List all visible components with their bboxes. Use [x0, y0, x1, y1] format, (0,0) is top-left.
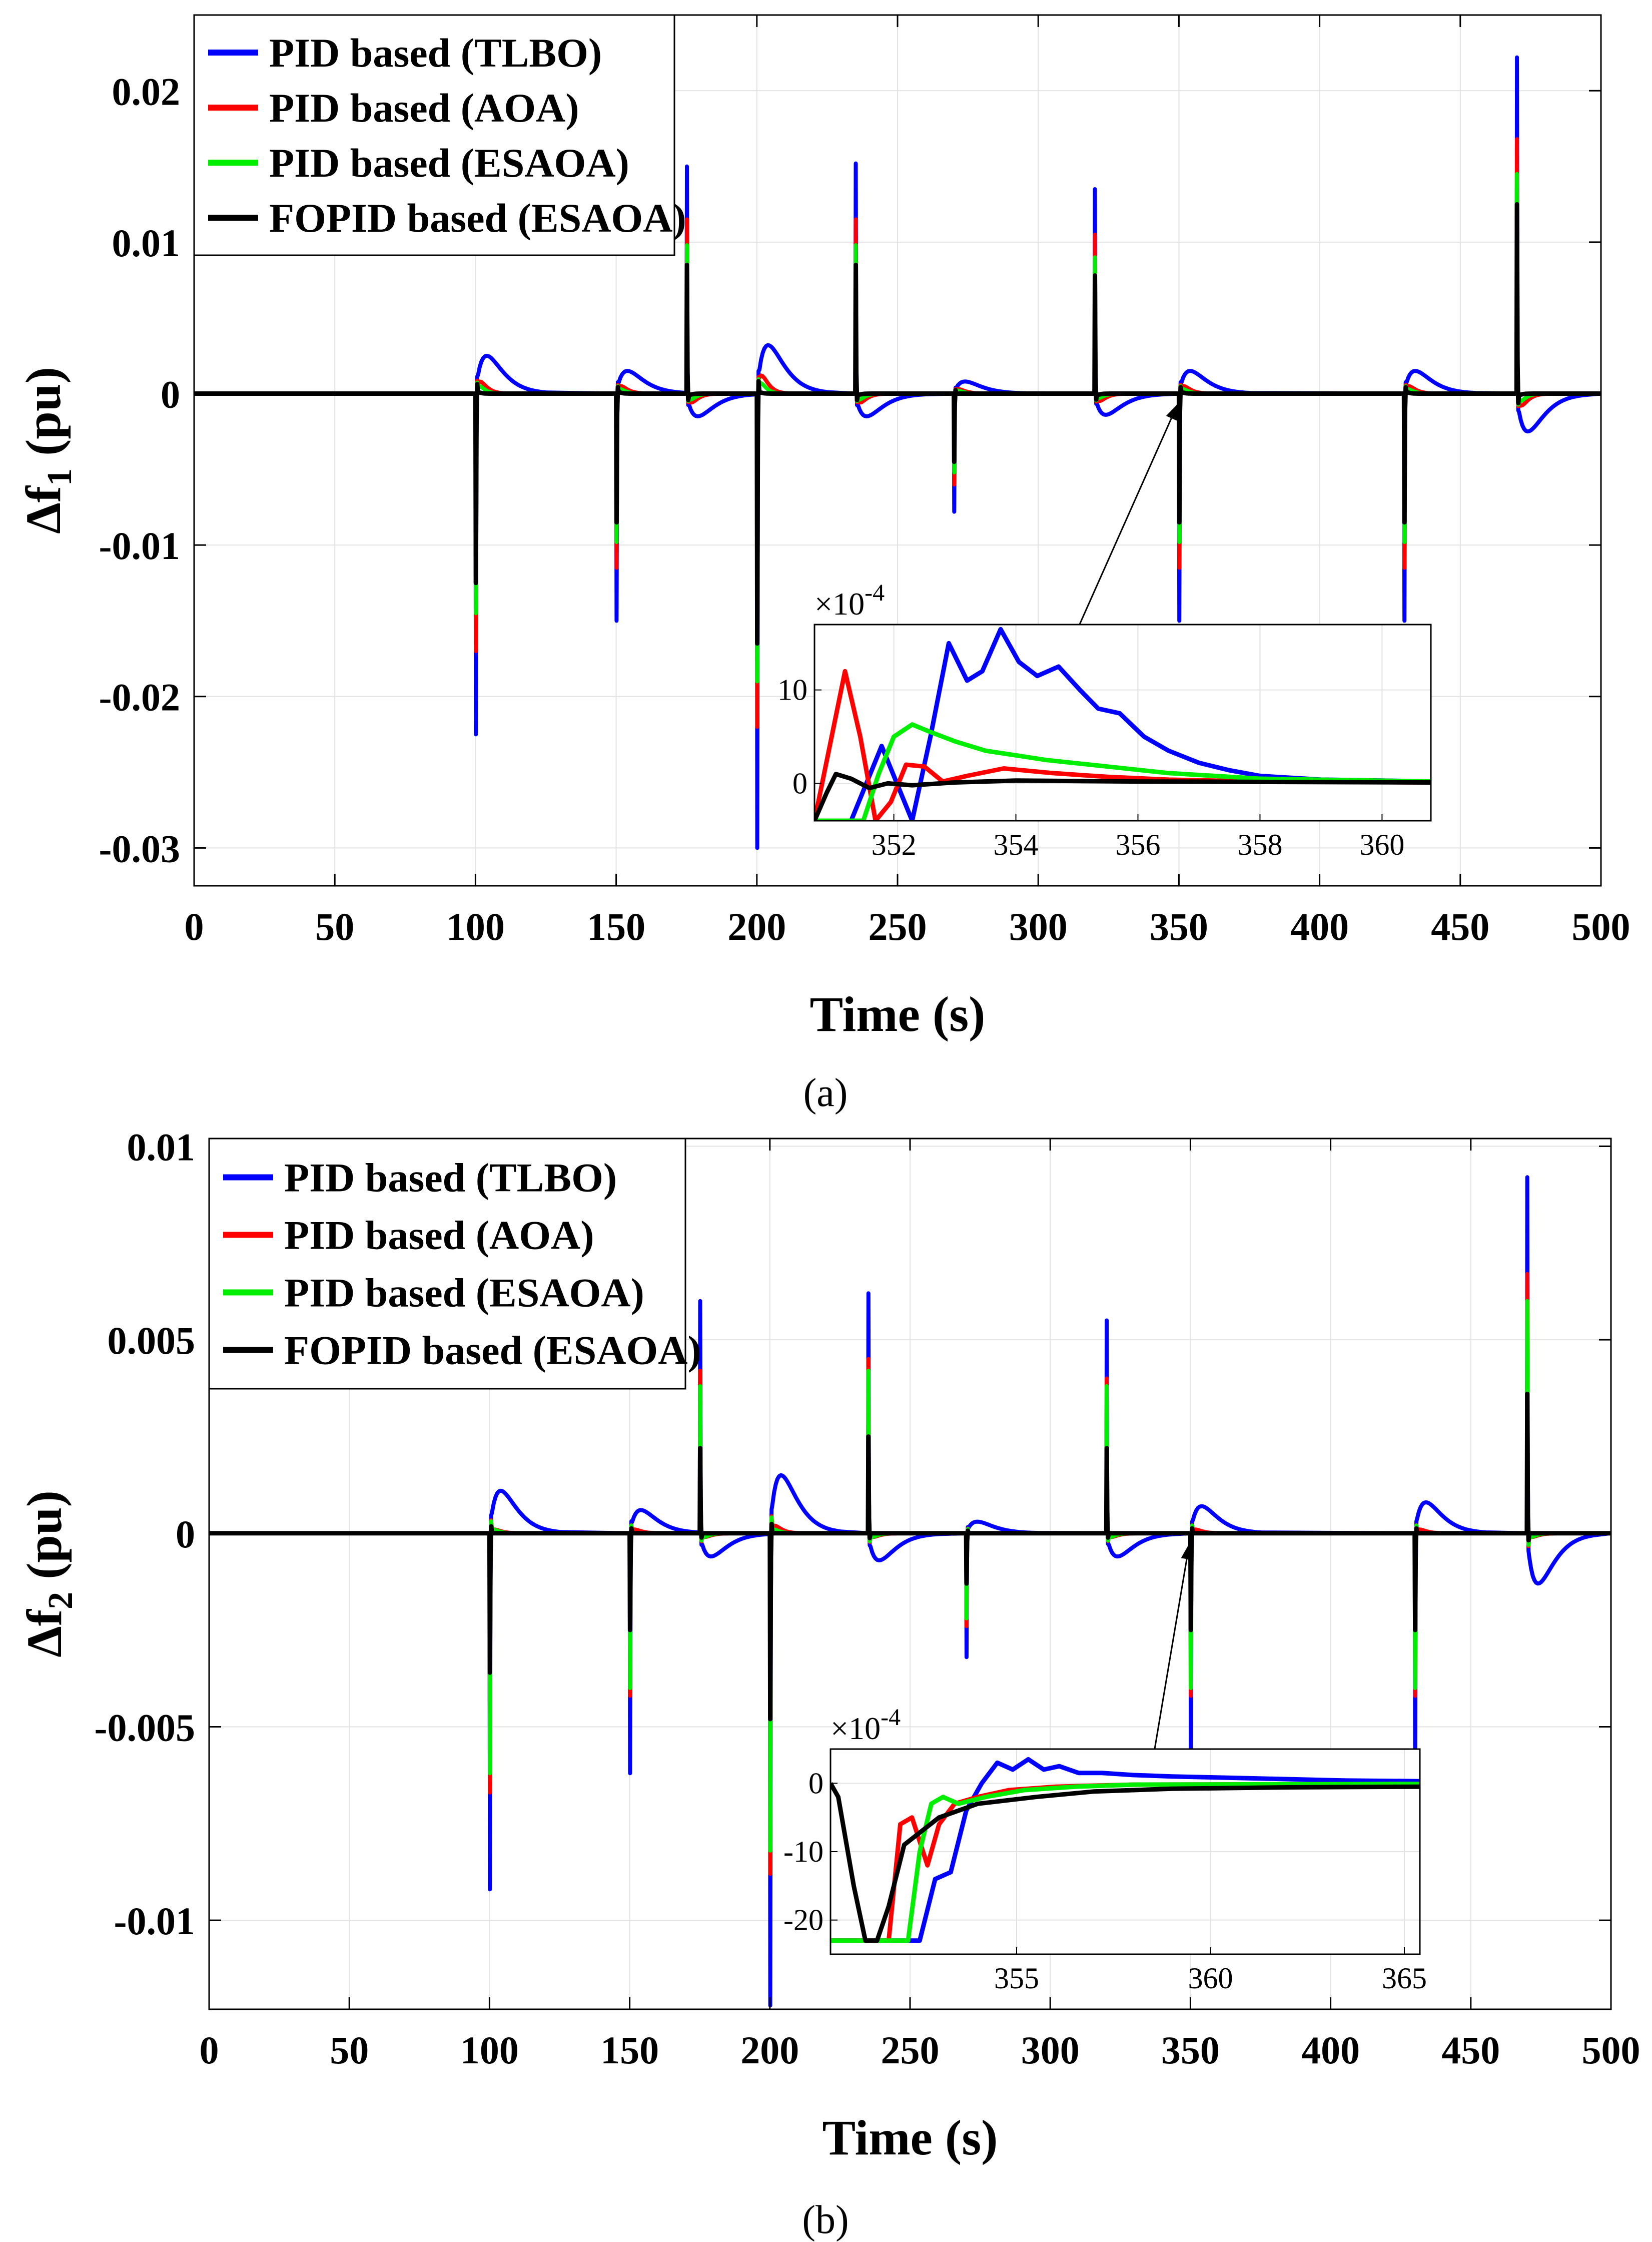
series-group	[194, 55, 1603, 850]
inset-x-tick-label: 354	[994, 828, 1039, 861]
legend-label-tlbo: PID based (TLBO)	[269, 30, 602, 76]
inset-y-tick-label: 0	[808, 1767, 823, 1800]
x-tick-label: 250	[869, 905, 927, 948]
legend: PID based (TLBO) PID based (AOA) PID based…	[193, 14, 686, 256]
x-tick-label: 100	[460, 2028, 519, 2072]
legend: PID based (TLBO) PID based (AOA) PID based…	[208, 1138, 701, 1390]
inset-area	[814, 625, 1431, 821]
inset-line-esaoa_pid	[831, 1782, 1420, 1943]
x-tick-label: 0	[185, 905, 204, 948]
x-tick-label: 200	[727, 905, 786, 948]
x-tick-label: 200	[740, 2028, 799, 2072]
inset-line-fopid	[814, 772, 1431, 821]
inset-line-esaoa_pid	[814, 722, 1431, 821]
inset-frame	[813, 624, 1432, 822]
x-axis-label: Time (s)	[822, 2110, 998, 2165]
x-tick-label: 350	[1161, 2028, 1220, 2072]
series-line-fopid	[194, 202, 1603, 646]
x-tick-label: 400	[1290, 905, 1349, 948]
legend-label-fopid: FOPID based (ESAOA)	[269, 195, 686, 241]
y-tick-label: 0.005	[108, 1319, 196, 1362]
series-group	[209, 1175, 1613, 2008]
inset-pointer-arrowhead	[1181, 1543, 1193, 1560]
x-tick-label: 150	[587, 905, 645, 948]
inset-exponent: ×10-4	[831, 1704, 901, 1746]
inset-x-tick-label: 352	[872, 828, 917, 861]
inset-pointer-line	[1079, 403, 1179, 625]
x-tick-label: 500	[1582, 2028, 1640, 2072]
x-tick-label: 500	[1572, 905, 1630, 948]
y-tick-label: 0.01	[112, 221, 181, 265]
inset-line-tlbo	[831, 1757, 1420, 1943]
inset-line-aoa	[814, 669, 1431, 821]
legend-label-esaoa_pid: PID based (ESAOA)	[284, 1270, 644, 1316]
y-tick-label: 0	[161, 373, 180, 416]
inset-x-tick-label: 365	[1382, 1962, 1427, 1995]
x-tick-label: 300	[1009, 905, 1068, 948]
inset-x-tick-label: 358	[1237, 828, 1282, 861]
inset-y-tick-label: 0	[792, 767, 807, 800]
x-tick-label: 50	[315, 905, 354, 948]
legend-label-aoa: PID based (AOA)	[284, 1213, 594, 1258]
caption-a: (a)	[803, 1071, 848, 1115]
x-tick-label: 0	[200, 2028, 219, 2072]
legend-label-esaoa_pid: PID based (ESAOA)	[269, 140, 629, 186]
x-tick-label: 450	[1441, 2028, 1500, 2072]
inset-series	[831, 1757, 1420, 1943]
inset: 352 354 356 358 360 0 10 ×10-4	[777, 403, 1432, 861]
legend-label-fopid: FOPID based (ESAOA)	[284, 1328, 701, 1373]
inset-exponent: ×10-4	[814, 580, 885, 622]
y-tick-label: -0.03	[99, 827, 180, 870]
x-axis-label: Time (s)	[810, 986, 986, 1042]
x-tick-label: 350	[1150, 905, 1208, 948]
inset: 355 360 365 -20 -10 0×10-4	[783, 1543, 1427, 1995]
inset-x-tick-label: 360	[1359, 828, 1404, 861]
x-tick-label: 50	[330, 2028, 369, 2072]
inset-x-tick-label: 360	[1188, 1962, 1233, 1995]
inset-y-tick-label: 10	[777, 674, 807, 707]
y-tick-label: 0.01	[127, 1125, 196, 1169]
y-tick-label: 0.02	[112, 70, 181, 113]
inset-y-tick-label: -10	[783, 1835, 823, 1868]
y-tick-label: -0.01	[114, 1899, 195, 1943]
y-axis-label: Δf1 (pu)	[16, 367, 79, 534]
inset-pointer-line	[1154, 1543, 1190, 1750]
y-axis-label: Δf2 (pu)	[17, 1490, 80, 1657]
legend-label-tlbo: PID based (TLBO)	[284, 1155, 617, 1201]
inset-line-fopid	[831, 1782, 1420, 1943]
legend-box	[193, 14, 675, 256]
x-tick-label: 100	[446, 905, 505, 948]
inset-series	[814, 627, 1431, 821]
inset-line-tlbo	[814, 627, 1431, 821]
x-tick-label: 150	[600, 2028, 659, 2072]
inset-y-tick-label: -20	[783, 1904, 823, 1937]
legend-box	[208, 1138, 686, 1390]
x-tick-label: 400	[1301, 2028, 1360, 2072]
y-tick-label: -0.01	[99, 524, 180, 568]
caption-b: (b)	[802, 2198, 849, 2242]
inset-x-tick-label: 356	[1115, 828, 1160, 861]
x-tick-label: 300	[1021, 2028, 1080, 2072]
y-tick-label: 0	[176, 1512, 195, 1556]
chart-b: 0 50 100 150 200 250 300 350 400 450 500 -0.01 -0.00…	[17, 1125, 1640, 2165]
inset-pointer-arrowhead	[1166, 403, 1178, 421]
x-tick-label: 250	[881, 2028, 940, 2072]
legend-label-aoa: PID based (AOA)	[269, 85, 579, 131]
inset-x-tick-label: 355	[994, 1962, 1039, 1995]
y-tick-label: -0.005	[95, 1706, 195, 1749]
series-line-fopid	[209, 1391, 1613, 1722]
chart-a: 0 50 100 150 200 250 300 350 400 450 500-0.03-0.02…	[16, 14, 1630, 1042]
x-tick-label: 450	[1431, 905, 1489, 948]
y-tick-label: -0.02	[99, 676, 180, 719]
